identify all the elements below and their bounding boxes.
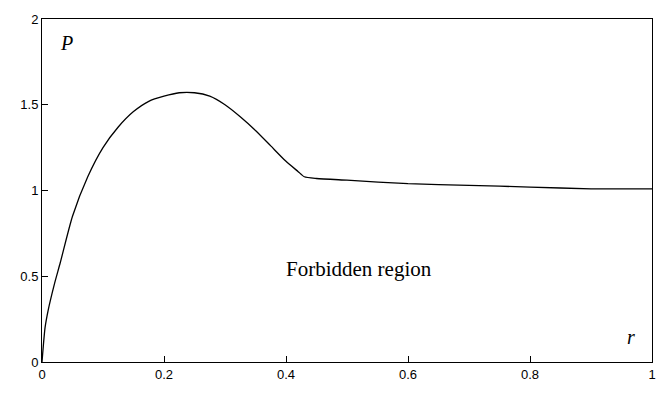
svg-text:1.5: 1.5 — [20, 97, 38, 112]
svg-text:0: 0 — [38, 367, 45, 382]
svg-text:0.6: 0.6 — [399, 367, 417, 382]
svg-text:0: 0 — [31, 355, 38, 370]
svg-text:Forbidden region: Forbidden region — [286, 257, 432, 281]
svg-text:2: 2 — [31, 12, 38, 27]
svg-text:P: P — [60, 32, 73, 54]
svg-text:0.2: 0.2 — [155, 367, 173, 382]
svg-text:0.5: 0.5 — [20, 269, 38, 284]
svg-text:0.8: 0.8 — [521, 367, 539, 382]
svg-text:r: r — [627, 326, 635, 348]
svg-text:1: 1 — [648, 367, 655, 382]
svg-text:0.4: 0.4 — [277, 367, 295, 382]
svg-text:1: 1 — [31, 183, 38, 198]
